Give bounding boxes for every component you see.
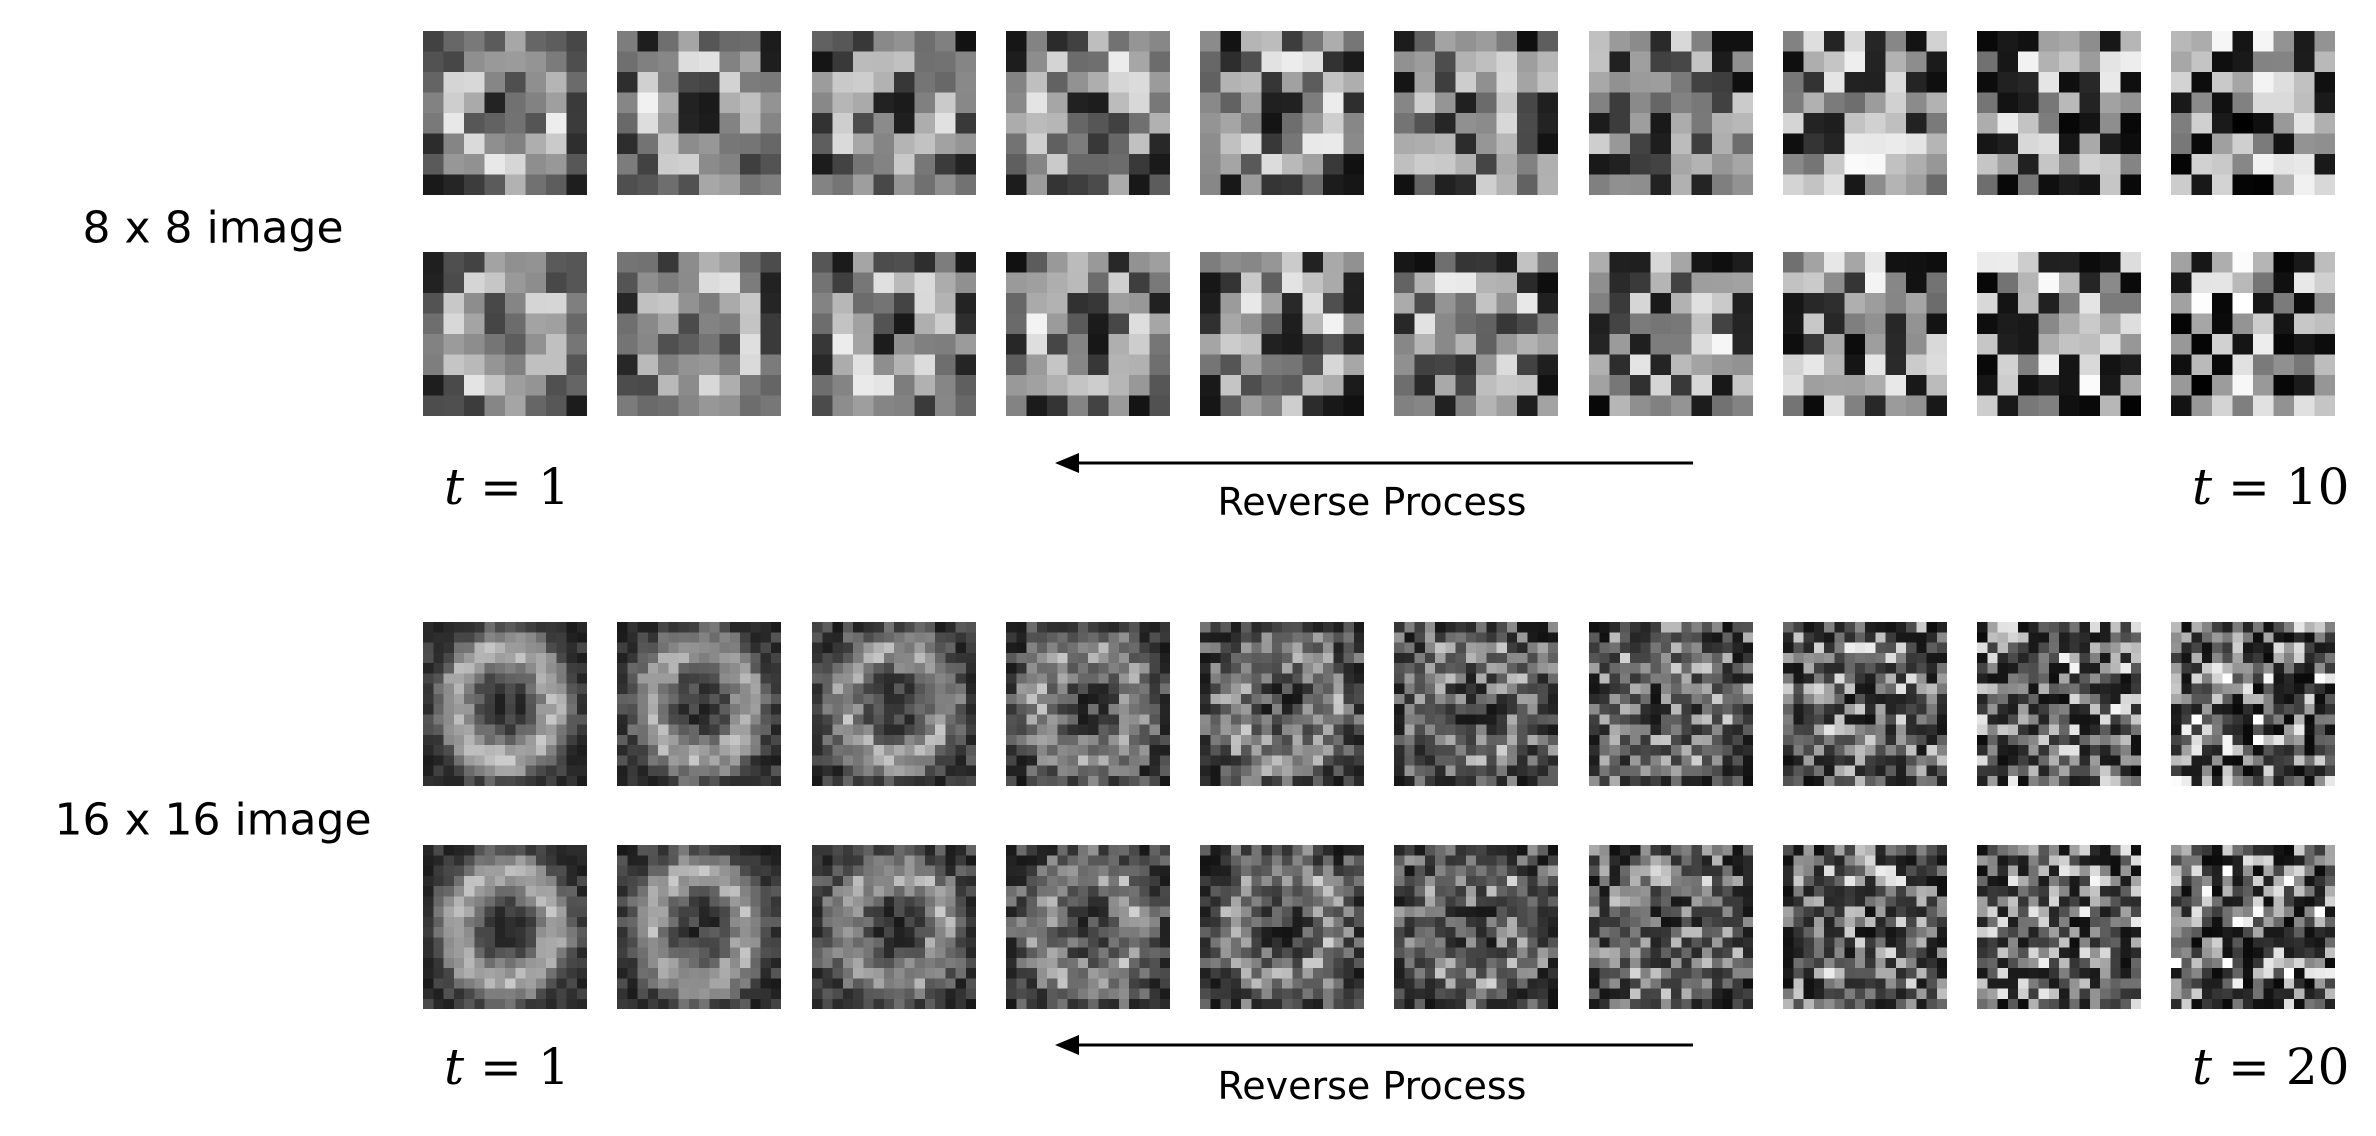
t-start-label-8x8: t = 1 — [444, 458, 570, 516]
reverse-arrow-16x16 — [1055, 1035, 1693, 1055]
t-end-value: 20 — [2285, 1038, 2350, 1096]
noise-thumbnail-s8-sample-a-9 — [1977, 31, 2141, 195]
noise-thumbnail-s16-sample-a-4 — [1006, 622, 1170, 786]
noise-thumbnail-s8-sample-b-8 — [1783, 252, 1947, 416]
noise-thumbnail-s16-sample-a-5 — [1200, 622, 1364, 786]
noise-thumbnail-s8-sample-a-2 — [617, 31, 781, 195]
t-start-value: 1 — [537, 1038, 570, 1096]
noise-thumbnail-s8-sample-b-1 — [423, 252, 587, 416]
noise-thumbnail-s16-sample-a-6 — [1394, 622, 1558, 786]
t-start-label-16x16: t = 1 — [444, 1038, 570, 1096]
noise-thumbnail-s8-sample-a-7 — [1589, 31, 1753, 195]
noise-thumbnail-s8-sample-a-6 — [1394, 31, 1558, 195]
noise-thumbnail-s8-sample-b-3 — [812, 252, 976, 416]
noise-thumbnail-s8-sample-b-2 — [617, 252, 781, 416]
noise-thumbnail-s16-sample-b-10 — [2171, 845, 2335, 1009]
t-start-op: = — [480, 1038, 522, 1096]
noise-thumbnail-s16-sample-a-10 — [2171, 622, 2335, 786]
noise-thumbnail-s8-sample-a-1 — [423, 31, 587, 195]
t-end-label-8x8: t = 10 — [2192, 458, 2349, 516]
t-end-op: = — [2228, 458, 2270, 516]
t-end-value: 10 — [2285, 458, 2350, 516]
noise-thumbnail-s16-sample-b-9 — [1977, 845, 2141, 1009]
noise-thumbnail-s16-sample-b-5 — [1200, 845, 1364, 1009]
noise-thumbnail-s16-sample-b-7 — [1589, 845, 1753, 1009]
section-label-8x8: 8 x 8 image — [82, 202, 344, 254]
noise-thumbnail-s16-sample-b-1 — [423, 845, 587, 1009]
noise-thumbnail-s16-sample-a-3 — [812, 622, 976, 786]
t-start-op: = — [480, 458, 522, 516]
noise-thumbnail-s8-sample-b-5 — [1200, 252, 1364, 416]
t-end-label-16x16: t = 20 — [2192, 1038, 2349, 1096]
t-start-var: t — [444, 1038, 465, 1096]
noise-thumbnail-s16-sample-a-2 — [617, 622, 781, 786]
noise-thumbnail-s16-sample-a-8 — [1783, 622, 1947, 786]
noise-thumbnail-s8-sample-b-7 — [1589, 252, 1753, 416]
noise-thumbnail-s8-sample-a-4 — [1006, 31, 1170, 195]
noise-thumbnail-s16-sample-b-6 — [1394, 845, 1558, 1009]
t-end-var: t — [2192, 1038, 2213, 1096]
reverse-process-caption-8x8: Reverse Process — [1217, 480, 1527, 524]
noise-thumbnail-s8-sample-b-10 — [2171, 252, 2335, 416]
noise-thumbnail-s16-sample-b-2 — [617, 845, 781, 1009]
noise-thumbnail-s8-sample-b-4 — [1006, 252, 1170, 416]
noise-thumbnail-s16-sample-b-3 — [812, 845, 976, 1009]
reverse-process-caption-16x16: Reverse Process — [1217, 1064, 1527, 1108]
t-end-op: = — [2228, 1038, 2270, 1096]
noise-thumbnail-s16-sample-b-4 — [1006, 845, 1170, 1009]
t-end-var: t — [2192, 458, 2213, 516]
noise-thumbnail-s8-sample-a-8 — [1783, 31, 1947, 195]
noise-thumbnail-s8-sample-a-3 — [812, 31, 976, 195]
noise-thumbnail-s8-sample-a-10 — [2171, 31, 2335, 195]
noise-thumbnail-s16-sample-b-8 — [1783, 845, 1947, 1009]
t-start-var: t — [444, 458, 465, 516]
noise-thumbnail-s8-sample-b-9 — [1977, 252, 2141, 416]
t-start-value: 1 — [537, 458, 570, 516]
noise-thumbnail-s8-sample-a-5 — [1200, 31, 1364, 195]
reverse-arrow-8x8 — [1055, 453, 1693, 473]
noise-thumbnail-s16-sample-a-7 — [1589, 622, 1753, 786]
section-label-16x16: 16 x 16 image — [54, 794, 372, 846]
noise-thumbnail-s16-sample-a-1 — [423, 622, 587, 786]
noise-thumbnail-s16-sample-a-9 — [1977, 622, 2141, 786]
noise-thumbnail-s8-sample-b-6 — [1394, 252, 1558, 416]
